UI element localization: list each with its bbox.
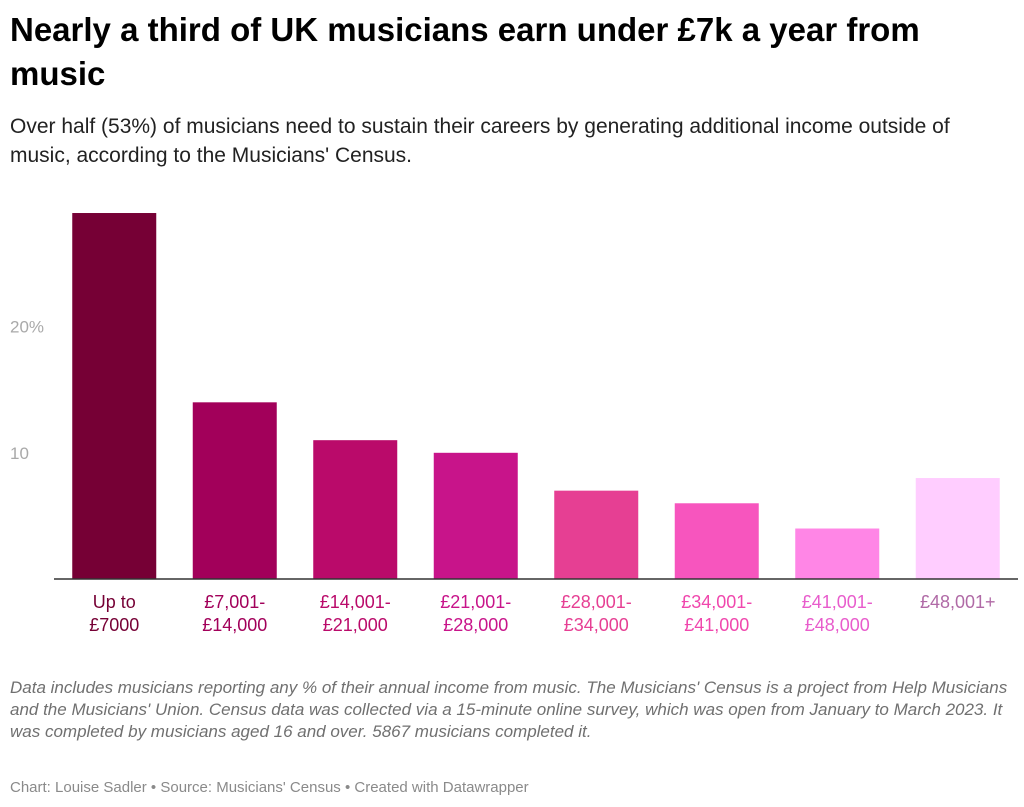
x-tick-label: £41,001-£48,000 <box>802 592 873 635</box>
x-tick-label: £21,001-£28,000 <box>440 592 511 635</box>
bar <box>192 402 277 579</box>
y-tick-label: 20% <box>10 318 44 337</box>
bar <box>674 503 759 579</box>
x-axis-labels: Up to £7000 £7,001-£14,000 £14,001-£21,000 £… <box>89 592 995 635</box>
bars <box>72 213 1000 579</box>
y-tick-label: 10 <box>10 444 29 463</box>
bar <box>795 528 880 579</box>
bar-chart: 10 20% Up to £7000 £7,001-£14,000 £14,001-£2… <box>10 213 1018 635</box>
bar <box>433 452 518 579</box>
x-tick-label: £34,001-£41,000 <box>681 592 752 635</box>
x-tick-label: £14,001-£21,000 <box>320 592 391 635</box>
chart-title: Nearly a third of UK musicians earn unde… <box>10 11 920 92</box>
x-tick-label: £48,001+ <box>920 592 996 612</box>
credit-separator: • <box>146 779 161 796</box>
chart-notes: Data includes musicians reporting any % … <box>10 678 1008 741</box>
x-tick-label: Up to £7000 <box>89 592 139 635</box>
y-axis-ticks: 10 20% <box>10 318 44 463</box>
x-tick-label: £28,001-£34,000 <box>561 592 632 635</box>
chart-subtitle: Over half (53%) of musicians need to sus… <box>10 115 950 167</box>
credit-separator: • <box>340 779 355 796</box>
x-tick-label: £7,001-£14,000 <box>202 592 267 635</box>
credit-author: Chart: Louise Sadler <box>10 779 147 796</box>
chart-credits: Chart: Louise Sadler • Source: Musicians… <box>10 778 1010 798</box>
bar <box>554 490 639 579</box>
credit-source: Source: Musicians' Census <box>160 779 341 796</box>
credit-tool: Created with Datawrapper <box>354 779 529 796</box>
bar <box>313 440 398 579</box>
bar <box>72 213 157 579</box>
bar <box>915 478 1000 579</box>
